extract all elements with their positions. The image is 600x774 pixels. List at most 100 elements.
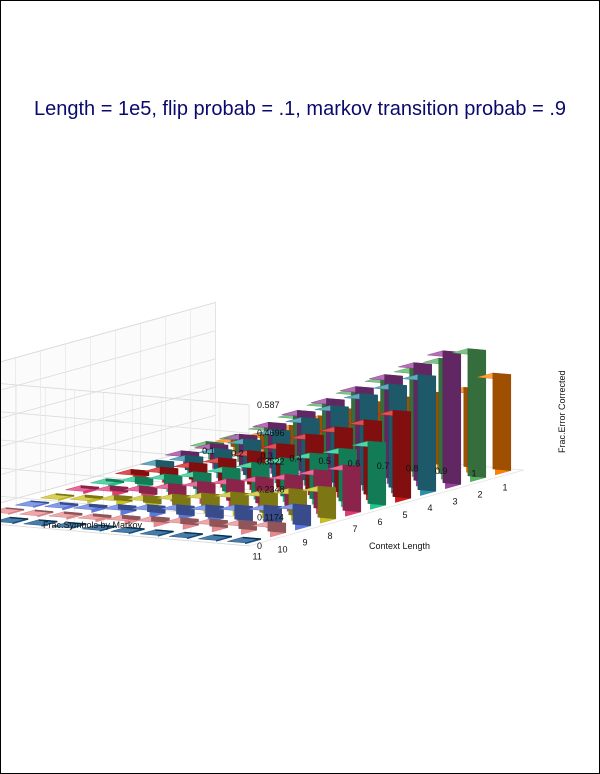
bar — [198, 534, 232, 542]
bar-side — [34, 509, 54, 513]
bar-side — [467, 348, 486, 478]
bar — [189, 504, 224, 523]
x-tick-label: 7 — [353, 524, 358, 534]
bar-side — [38, 519, 58, 523]
bar — [110, 526, 145, 535]
bar — [90, 478, 125, 488]
bar — [106, 514, 141, 525]
bar-side — [97, 524, 116, 528]
bar-side — [172, 493, 191, 507]
y-tick-label: 0.2 — [231, 449, 244, 459]
bar-side — [155, 529, 174, 533]
bar — [40, 493, 75, 501]
x-tick-label: 9 — [303, 538, 308, 548]
bar — [352, 440, 386, 510]
bar — [19, 509, 54, 518]
chart-title: Length = 1e5, flip probab = .1, markov t… — [33, 98, 566, 120]
z-tick-label: 0.1174 — [257, 513, 284, 523]
bar — [169, 531, 203, 540]
z-tick-label: 0 — [257, 541, 262, 551]
bar — [427, 350, 461, 489]
bar-side — [59, 502, 79, 507]
bar — [98, 494, 133, 506]
y-tick-label: 0.3 — [260, 451, 273, 461]
z-tick-label: 0.587 — [257, 400, 280, 410]
x-tick-label: 8 — [328, 531, 333, 541]
bar-side — [130, 469, 150, 476]
y-tick-label: 0.8 — [406, 464, 419, 474]
bar — [23, 519, 58, 527]
grid-line — [1, 330, 250, 434]
bar — [277, 503, 311, 531]
bar-side — [142, 494, 162, 505]
bar-side — [67, 521, 87, 525]
bar-side — [63, 511, 83, 516]
y-tick-label: 1 — [472, 469, 477, 479]
x-axis-title: Context Length — [369, 541, 430, 551]
bar — [377, 409, 411, 503]
bar-side — [242, 536, 261, 540]
bar-side — [5, 507, 25, 511]
z-tick-label: 0.3522 — [257, 456, 285, 466]
bar-side — [122, 514, 141, 521]
bar-side — [84, 494, 104, 500]
bar — [81, 524, 116, 532]
bar-side — [134, 476, 154, 486]
bar — [302, 485, 336, 524]
bar-side — [92, 513, 112, 518]
bar-side — [367, 440, 386, 506]
y-tick-label: 0.1 — [202, 446, 215, 456]
bar-side — [88, 503, 108, 509]
bar — [73, 503, 108, 513]
y-tick-label: 0.5 — [319, 456, 332, 466]
y-tick-label: 0.7 — [377, 461, 390, 471]
bar-side — [151, 516, 170, 523]
y-axis-title: Frac.Symbols by Markov — [43, 520, 143, 530]
grid-line — [1, 358, 250, 462]
bar — [102, 504, 137, 516]
bar — [227, 536, 261, 545]
x-tick-label: 3 — [453, 496, 458, 506]
grid-line — [1, 443, 250, 547]
bar-side — [30, 500, 50, 504]
bar — [65, 485, 100, 495]
bar-side — [126, 526, 145, 530]
x-tick-label: 10 — [278, 545, 288, 555]
bar — [223, 519, 257, 535]
bar — [69, 494, 104, 504]
bar-side — [417, 374, 436, 492]
bar-side — [267, 521, 286, 533]
labels-layer: 00.11740.23480.35220.46960.5871234567891… — [43, 370, 567, 561]
bar-side — [176, 504, 195, 517]
bar — [15, 500, 50, 508]
bar-side — [342, 464, 361, 513]
bar — [52, 521, 87, 530]
z-tick-label: 0.2348 — [257, 485, 285, 495]
z-axis-title: Frac.Error Corrected — [557, 370, 567, 453]
bar-side — [138, 485, 158, 495]
bar — [135, 516, 170, 528]
x-tick-label: 4 — [428, 503, 433, 513]
bar-side — [213, 534, 232, 538]
bar — [1, 507, 25, 515]
bar — [164, 517, 199, 530]
bar — [194, 518, 228, 533]
x-tick-label: 6 — [378, 517, 383, 527]
bar — [452, 348, 486, 483]
bar-side — [9, 516, 29, 520]
y-tick-label: 0.4 — [289, 454, 302, 464]
z-tick-label: 0.4696 — [257, 428, 285, 438]
bar — [44, 502, 79, 511]
bar — [1, 516, 29, 525]
x-tick-label: 5 — [403, 510, 408, 520]
bars-layer — [1, 348, 511, 545]
y-tick-label: 0.9 — [435, 466, 448, 476]
bar-side — [317, 485, 336, 520]
bar-side — [80, 485, 100, 490]
bar — [160, 504, 195, 521]
bar — [48, 511, 83, 520]
bar — [252, 521, 286, 538]
bar-side — [392, 409, 411, 499]
